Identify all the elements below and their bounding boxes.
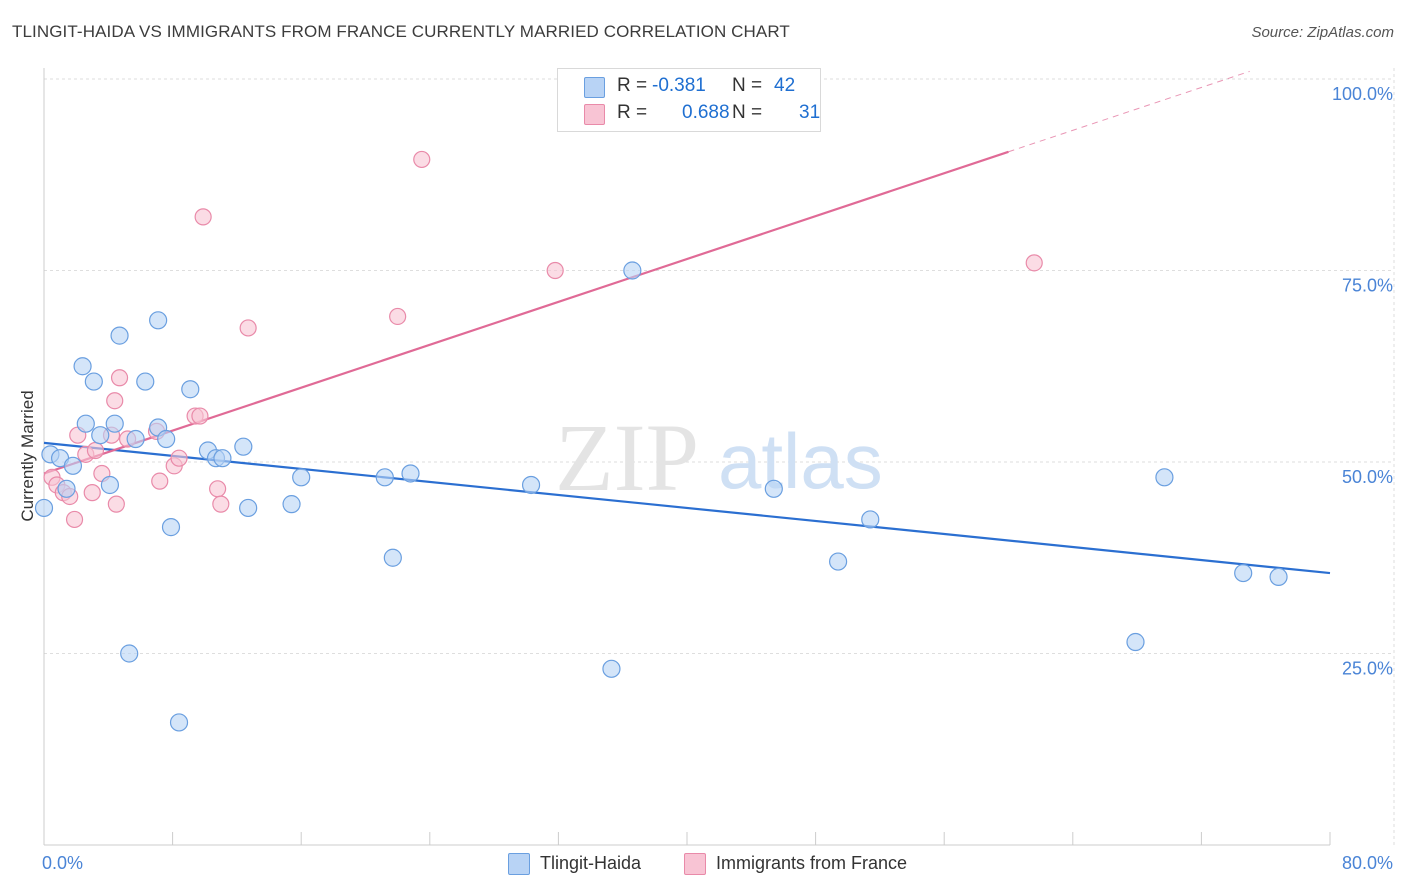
france-point (209, 480, 227, 498)
tlingit-haida-point (63, 456, 83, 475)
tlingit-haida-point (157, 429, 176, 449)
tlingit-haida-point (1269, 567, 1288, 587)
source-label: Source: ZipAtlas.com (1251, 24, 1394, 41)
x-tick-label: 0.0% (42, 853, 83, 873)
tlingit-haida-point (764, 479, 783, 498)
tlingit-haida-point (76, 414, 95, 433)
tlingit-haida-point (861, 510, 880, 529)
y-tick-label: 50.0% (1342, 467, 1393, 487)
n-value: 42 (774, 75, 796, 96)
legend-label: Immigrants from France (716, 853, 908, 873)
n-label: N = (732, 75, 763, 96)
n-value: 31 (799, 102, 821, 123)
france-point (170, 449, 188, 467)
legend-swatch-pink (684, 853, 706, 875)
france-point (194, 208, 212, 226)
trend-line-tlingit-haida (43, 441, 1331, 575)
watermark-atlas: atlas (718, 417, 883, 505)
tlingit-haida-point (57, 479, 76, 498)
france-point (83, 484, 101, 502)
tlingit-haida-point (282, 495, 301, 514)
tlingit-haida-point (1155, 468, 1174, 487)
tlingit-haida-point (149, 311, 168, 330)
tlingit-haida-point (181, 380, 200, 399)
france-point (191, 407, 209, 425)
tlingit-haida-point (120, 644, 139, 663)
tlingit-haida-point (401, 464, 420, 483)
tlingit-haida-point (73, 357, 92, 376)
tlingit-haida-point (602, 659, 621, 678)
tlingit-haida-point (383, 548, 402, 567)
tlingit-haida-point (623, 261, 642, 280)
y-axis-label: Currently Married (18, 390, 37, 521)
r-label: R = (617, 75, 648, 96)
tlingit-haida-point (161, 518, 181, 537)
legend-label: Tlingit-Haida (540, 853, 642, 873)
tlingit-haida-point (1234, 563, 1253, 583)
tlingit-haida-point (521, 475, 541, 495)
tick-labels: 100.0% 75.0% 50.0% 25.0% 0.0% 80.0% (42, 84, 1393, 873)
legend-swatch-blue (508, 853, 530, 875)
x-tick-label: 80.0% (1342, 853, 1393, 873)
tlingit-haida-point (105, 414, 124, 433)
france-point (65, 510, 84, 529)
y-tick-label: 25.0% (1342, 659, 1393, 679)
france-point (546, 261, 564, 280)
y-tick-label: 100.0% (1332, 84, 1393, 104)
tlingit-haida-point (34, 498, 54, 518)
tlingit-haida-point (84, 372, 103, 391)
tlingit-haida-point (126, 429, 145, 449)
france-point (151, 472, 169, 490)
legend-swatch-blue (584, 77, 605, 98)
trend-extension-immigrants-from-france (1008, 70, 1250, 153)
tlingit-haida-point (234, 437, 253, 456)
france-point (86, 441, 105, 460)
tlingit-haida-point (169, 713, 189, 732)
tlingit-haida-point (136, 372, 155, 391)
n-label: N = (732, 102, 763, 123)
data-points (34, 150, 1288, 732)
r-value: 0.688 (682, 102, 730, 123)
r-value: -0.381 (652, 75, 706, 96)
tlingit-haida-point (91, 426, 110, 445)
france-point (389, 307, 407, 326)
tlingit-haida-point (110, 326, 129, 345)
legend-swatch-pink (584, 104, 605, 125)
france-point (106, 392, 124, 410)
france-point (107, 495, 125, 513)
france-point (1025, 254, 1043, 272)
france-point (212, 495, 230, 513)
tlingit-haida-point (829, 552, 848, 571)
france-point (110, 369, 129, 387)
tlingit-haida-point (100, 475, 120, 495)
france-point (239, 319, 257, 337)
tlingit-haida-point (1126, 632, 1145, 652)
france-point (413, 150, 431, 169)
tlingit-haida-point (239, 498, 258, 518)
tlingit-haida-point (375, 468, 394, 487)
watermark-zip: ZIP (555, 404, 699, 511)
tlingit-haida-point (292, 468, 311, 487)
tlingit-haida-point (213, 449, 232, 468)
r-label: R = (617, 102, 648, 123)
chart-title: TLINGIT-HAIDA VS IMMIGRANTS FROM FRANCE … (12, 22, 790, 41)
correlation-legend: R = -0.381 N = 42 R = 0.688 N = 31 (557, 68, 821, 132)
y-tick-label: 75.0% (1342, 276, 1393, 296)
